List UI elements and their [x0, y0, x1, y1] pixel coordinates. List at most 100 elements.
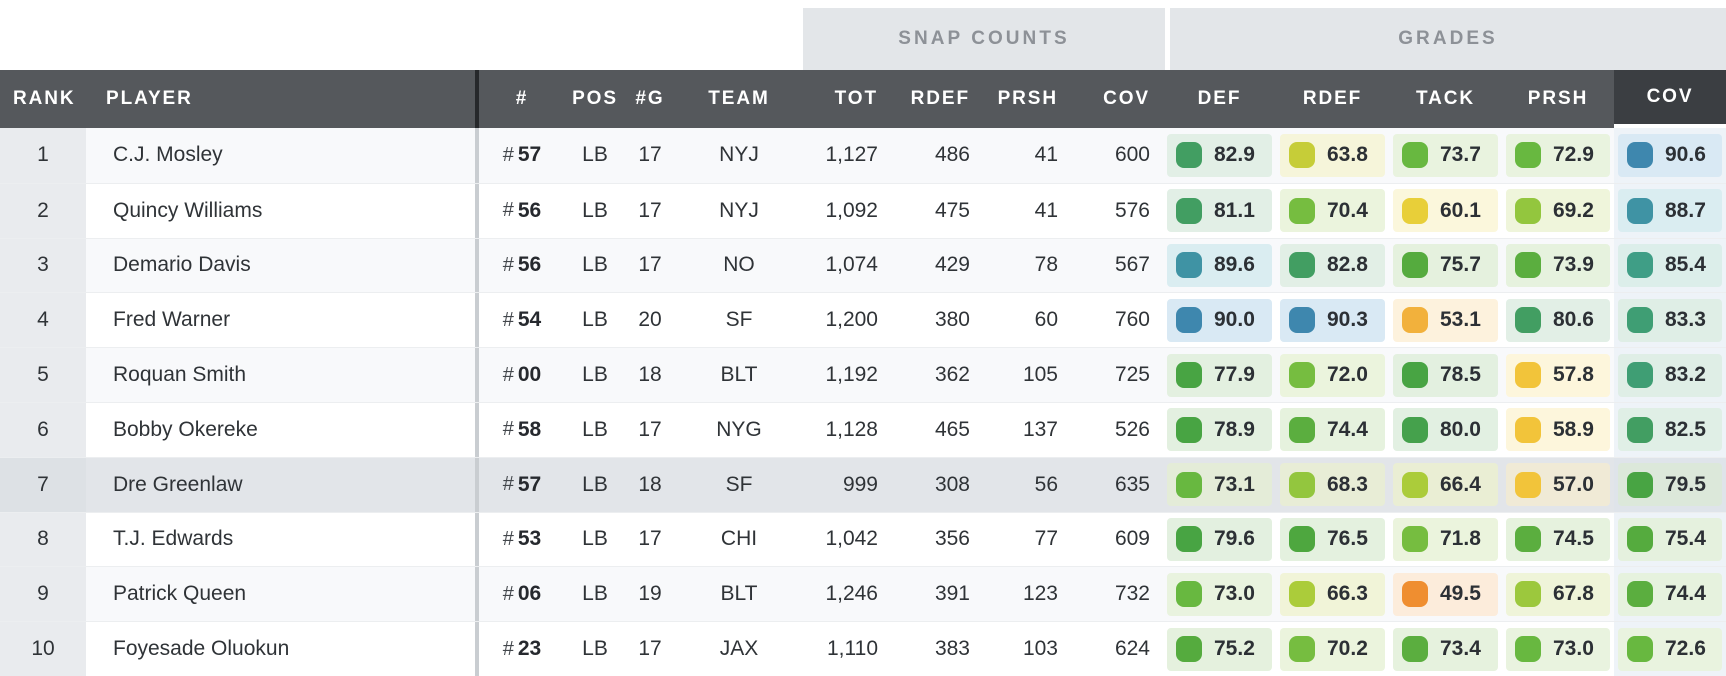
- team-link[interactable]: NO: [723, 253, 755, 277]
- grade-value: 68.3: [1327, 472, 1368, 496]
- grade-value: 74.4: [1665, 582, 1706, 606]
- col-header-rank[interactable]: RANK: [13, 88, 76, 109]
- col-header-player[interactable]: PLAYER: [106, 88, 193, 109]
- grade-value: 57.0: [1553, 472, 1594, 496]
- col-header-jersey[interactable]: #: [515, 88, 529, 109]
- grade-badge: 60.1: [1393, 189, 1498, 233]
- team-link[interactable]: NYJ: [719, 198, 759, 222]
- grade-tack-cell: 78.5: [1389, 348, 1502, 402]
- table-row[interactable]: 10 Foyesade Oluokun #23 LB 17 JAX 1,110 …: [0, 621, 1726, 676]
- col-header-snap-rdef[interactable]: RDEF: [910, 88, 970, 109]
- grade-badge: 76.5: [1280, 517, 1385, 561]
- jersey-number-value: 54: [517, 308, 542, 332]
- grade-value: 82.9: [1214, 143, 1255, 167]
- snap-counts-group-label: SNAP COUNTS: [898, 28, 1070, 49]
- group-header-band: SNAP COUNTS GRADES: [0, 0, 1726, 70]
- team-link[interactable]: BLT: [720, 363, 758, 387]
- player-link[interactable]: T.J. Edwards: [113, 527, 234, 551]
- snap-count-tot-cell: 1,127: [825, 143, 878, 167]
- col-header-snap-tot[interactable]: TOT: [834, 88, 878, 109]
- player-link[interactable]: Roquan Smith: [113, 363, 247, 387]
- jersey-number: #00: [479, 348, 565, 402]
- team-link[interactable]: JAX: [719, 637, 759, 661]
- grade-color-swatch: [1627, 471, 1653, 498]
- team-link[interactable]: NYJ: [719, 143, 759, 167]
- player-link[interactable]: Patrick Queen: [113, 582, 247, 606]
- table-row[interactable]: 8 T.J. Edwards #53 LB 17 CHI 1,042 356 7…: [0, 511, 1726, 567]
- column-divider: [475, 293, 479, 348]
- grade-badge: 67.8: [1506, 572, 1610, 616]
- table-row[interactable]: 7 Dre Greenlaw #57 LB 18 SF 999 308 56 6…: [0, 456, 1726, 512]
- col-header-games[interactable]: #G: [635, 88, 665, 109]
- player-link[interactable]: Dre Greenlaw: [113, 472, 243, 496]
- grade-tack-cell: 73.4: [1389, 622, 1502, 676]
- rank-cell: 8: [0, 512, 86, 567]
- col-header-grade-cov-sorted[interactable]: COV: [1614, 70, 1726, 128]
- position-cell: LB: [582, 637, 608, 661]
- team-link[interactable]: SF: [725, 308, 753, 332]
- snap-count-tot-cell: 1,128: [825, 417, 878, 441]
- col-header-grade-tack[interactable]: TACK: [1416, 88, 1475, 109]
- grade-color-swatch: [1402, 252, 1428, 279]
- table-row[interactable]: 2 Quincy Williams #56 LB 17 NYJ 1,092 47…: [0, 182, 1726, 238]
- grade-color-swatch: [1627, 307, 1653, 334]
- col-header-grade-rdef[interactable]: RDEF: [1302, 88, 1363, 109]
- snap-count-cov-cell: 732: [1114, 582, 1150, 606]
- jersey-number: #57: [479, 128, 565, 183]
- table-row[interactable]: 1 C.J. Mosley #57 LB 17 NYJ 1,127 486 41…: [0, 128, 1726, 183]
- table-row[interactable]: 9 Patrick Queen #06 LB 19 BLT 1,246 391 …: [0, 566, 1726, 622]
- grade-rdef-cell: 76.5: [1276, 513, 1389, 567]
- grade-value: 74.5: [1553, 527, 1594, 551]
- col-header-snap-prsh[interactable]: PRSH: [997, 88, 1058, 109]
- grade-badge: 75.7: [1393, 243, 1498, 287]
- column-divider: [475, 402, 479, 457]
- grade-value: 73.4: [1440, 637, 1481, 661]
- player-link[interactable]: Bobby Okereke: [113, 417, 258, 441]
- grade-color-swatch: [1289, 142, 1315, 169]
- col-header-pos[interactable]: POS: [572, 88, 618, 109]
- table-row[interactable]: 6 Bobby Okereke #58 LB 17 NYG 1,128 465 …: [0, 401, 1726, 457]
- grade-color-swatch: [1627, 636, 1653, 663]
- jersey-hash-prefix: #: [502, 418, 514, 441]
- table-row[interactable]: 5 Roquan Smith #00 LB 18 BLT 1,192 362 1…: [0, 347, 1726, 402]
- grade-color-swatch: [1176, 362, 1202, 389]
- position-cell: LB: [582, 527, 608, 551]
- col-header-grade-prsh[interactable]: PRSH: [1527, 88, 1589, 109]
- grade-color-swatch: [1176, 581, 1202, 608]
- player-link[interactable]: Quincy Williams: [113, 198, 263, 222]
- grade-badge: 69.2: [1506, 189, 1610, 233]
- grade-cov-cell: 72.6: [1614, 622, 1726, 676]
- grade-badge: 78.9: [1167, 408, 1272, 452]
- player-link[interactable]: Foyesade Oluokun: [113, 637, 290, 661]
- position-cell: LB: [582, 472, 608, 496]
- col-header-grade-def[interactable]: DEF: [1197, 88, 1242, 109]
- table-row[interactable]: 3 Demario Davis #56 LB 17 NO 1,074 429 7…: [0, 237, 1726, 293]
- grade-value: 73.0: [1214, 582, 1255, 606]
- jersey-number-value: 56: [517, 253, 542, 277]
- team-link[interactable]: SF: [725, 472, 753, 496]
- snap-count-rdef-cell: 356: [934, 527, 970, 551]
- player-link[interactable]: Fred Warner: [113, 308, 231, 332]
- column-divider: [475, 238, 479, 293]
- rank-cell: 2: [0, 183, 86, 238]
- table-row[interactable]: 4 Fred Warner #54 LB 20 SF 1,200 380 60 …: [0, 292, 1726, 348]
- snap-count-cov-cell: 600: [1114, 143, 1150, 167]
- team-link[interactable]: BLT: [720, 582, 758, 606]
- grade-rdef-cell: 74.4: [1276, 403, 1389, 457]
- player-link[interactable]: Demario Davis: [113, 253, 251, 277]
- col-header-team[interactable]: TEAM: [708, 88, 770, 109]
- player-link[interactable]: C.J. Mosley: [113, 143, 223, 167]
- grade-color-swatch: [1627, 252, 1653, 279]
- rank-cell: 7: [0, 457, 86, 512]
- snap-count-cov-cell: 526: [1114, 417, 1150, 441]
- col-header-snap-cov[interactable]: COV: [1103, 88, 1150, 109]
- team-link[interactable]: NYG: [716, 417, 762, 441]
- grade-color-swatch: [1627, 362, 1653, 389]
- grade-badge: 68.3: [1280, 463, 1385, 507]
- grade-badge: 75.2: [1167, 627, 1272, 671]
- team-link[interactable]: CHI: [720, 527, 758, 551]
- column-divider: [475, 183, 479, 238]
- grade-color-swatch: [1515, 307, 1541, 334]
- grade-badge: 90.3: [1280, 298, 1385, 342]
- games-cell: 17: [638, 417, 662, 441]
